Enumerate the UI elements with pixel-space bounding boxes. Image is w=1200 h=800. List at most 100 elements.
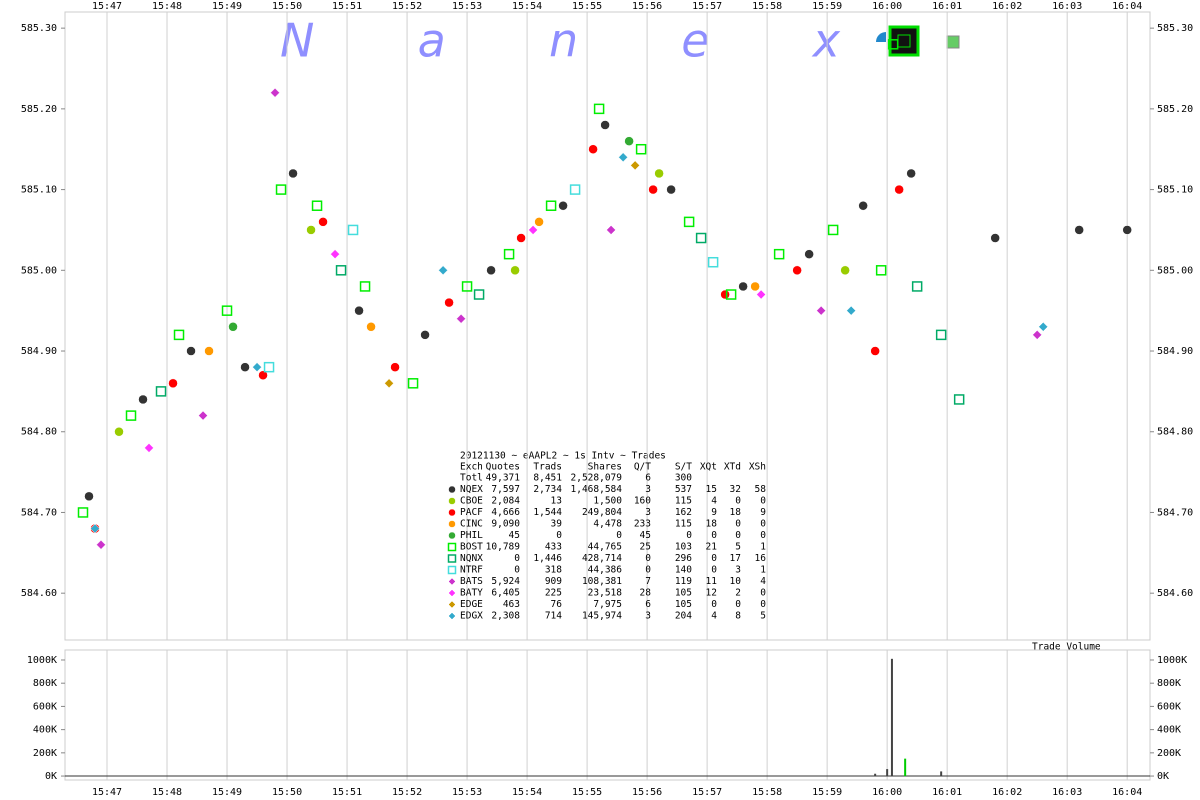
table-cell: 4,478 xyxy=(593,519,622,530)
trade-marker xyxy=(444,297,454,308)
table-cell: 9,090 xyxy=(491,519,520,530)
y-tick-label: 1000K xyxy=(1157,655,1187,666)
table-cell: 714 xyxy=(545,611,562,622)
trade-marker xyxy=(503,248,515,260)
trade-marker xyxy=(198,410,208,421)
x-tick-label: 15:49 xyxy=(212,1,242,12)
x-tick-label: 15:55 xyxy=(572,787,602,798)
trade-marker xyxy=(384,378,394,389)
trade-marker xyxy=(473,289,485,300)
table-cell: 0 xyxy=(760,496,766,507)
x-tick-label: 16:00 xyxy=(872,787,902,798)
x-tick-label: 15:47 xyxy=(92,787,122,798)
trade-marker xyxy=(228,322,238,332)
table-header: Shares xyxy=(588,462,622,473)
x-tick-label: 15:51 xyxy=(332,787,362,798)
table-cell: 0 xyxy=(645,565,651,576)
x-tick-label: 15:51 xyxy=(332,1,362,12)
y-tick-label: 584.60 xyxy=(1157,588,1193,599)
table-cell: 7,975 xyxy=(593,599,622,610)
volume-bar xyxy=(886,769,889,777)
table-cell: 2,528,079 xyxy=(571,473,623,484)
trade-marker xyxy=(1122,225,1132,235)
x-tick-label: 15:53 xyxy=(452,787,482,798)
trade-marker xyxy=(240,362,250,372)
table-cell: 0 xyxy=(711,565,717,576)
trade-marker xyxy=(870,346,880,356)
table-cell: 5,924 xyxy=(491,576,520,587)
table-cell: 3 xyxy=(645,507,651,518)
table-cell: 0 xyxy=(735,496,741,507)
trade-marker xyxy=(840,265,850,276)
trade-marker xyxy=(306,225,316,235)
price-panel xyxy=(64,11,1151,641)
trade-marker xyxy=(738,281,748,292)
volume-bar xyxy=(940,771,943,777)
table-cell: 0 xyxy=(616,530,622,541)
y-tick-label: 400K xyxy=(33,725,57,736)
trade-marker xyxy=(420,330,430,340)
table-cell: PACF xyxy=(460,507,483,518)
trade-marker xyxy=(558,200,568,211)
trade-marker xyxy=(593,103,605,115)
x-tick-label: 15:48 xyxy=(152,1,182,12)
table-cell: 2,734 xyxy=(533,484,562,495)
watermark: N a n e x xyxy=(280,14,841,68)
table-header: XTd xyxy=(724,462,741,473)
trade-marker xyxy=(635,143,647,155)
trade-marker xyxy=(725,289,737,300)
trade-marker xyxy=(258,370,268,380)
table-cell: 12 xyxy=(706,588,717,599)
trade-marker xyxy=(288,168,298,179)
table-cell: 249,804 xyxy=(582,507,622,518)
y-tick-label: 585.30 xyxy=(1157,23,1193,34)
trade-marker xyxy=(252,362,262,373)
trade-marker xyxy=(90,523,100,534)
table-cell: 204 xyxy=(675,611,692,622)
trade-marker xyxy=(630,160,640,171)
table-cell: 105 xyxy=(675,588,692,599)
trade-marker xyxy=(366,322,376,332)
table-cell: 2,308 xyxy=(491,611,520,622)
trade-marker xyxy=(953,394,965,405)
trade-marker xyxy=(846,305,856,316)
x-tick-label: 15:50 xyxy=(272,1,302,12)
legend-marker xyxy=(448,520,456,528)
table-cell: 140 xyxy=(675,565,692,576)
trade-marker xyxy=(438,265,448,276)
table-cell: 1 xyxy=(760,542,766,553)
table-cell: 13 xyxy=(551,496,562,507)
x-tick-label: 16:04 xyxy=(1112,1,1142,12)
legend-marker xyxy=(448,589,456,597)
table-cell: 3 xyxy=(645,484,651,495)
y-tick-label: 584.80 xyxy=(21,427,57,438)
y-tick-label: 400K xyxy=(1157,725,1181,736)
table-cell: 115 xyxy=(675,496,692,507)
y-tick-label: 584.60 xyxy=(21,588,57,599)
y-tick-label: 584.70 xyxy=(1157,507,1193,518)
trade-marker xyxy=(186,346,196,356)
trade-marker xyxy=(827,224,839,236)
x-tick-label: 16:00 xyxy=(872,1,902,12)
table-cell: 0 xyxy=(735,599,741,610)
trade-marker xyxy=(270,87,280,98)
trade-marker xyxy=(390,362,400,372)
table-cell: 0 xyxy=(645,553,651,564)
table-cell: 3 xyxy=(735,565,741,576)
legend-marker xyxy=(448,600,456,609)
table-cell: 4 xyxy=(760,576,766,587)
legend-marker xyxy=(447,565,457,575)
trade-marker xyxy=(138,394,148,405)
legend-marker xyxy=(448,497,456,505)
trade-marker xyxy=(683,216,695,228)
table-cell: 18 xyxy=(706,519,718,530)
x-tick-label: 16:03 xyxy=(1052,1,1082,12)
table-cell: 3 xyxy=(645,611,651,622)
y-tick-label: 585.20 xyxy=(1157,104,1193,115)
y-tick-label: 200K xyxy=(1157,748,1181,759)
trade-marker xyxy=(606,225,616,235)
y-tick-label: 0K xyxy=(1157,771,1169,782)
trade-marker xyxy=(894,184,904,195)
